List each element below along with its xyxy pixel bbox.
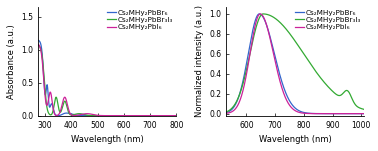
Cs₂MHy₂PbI₆ [174,115,179,117]
Line: Cs₂MHy₂PbBr₃I₃: Cs₂MHy₂PbBr₃I₃ [39,45,177,116]
Line: Cs₂MHy₂PbBr₃I₃: Cs₂MHy₂PbBr₃I₃ [226,14,367,112]
Cs₂MHy₂PbBr₆ [126,115,130,117]
Cs₂MHy₂PbBr₆ [365,113,369,115]
Cs₂MHy₂PbBr₆ [340,113,344,115]
Cs₂MHy₂PbI₆ [340,113,344,115]
Cs₂MHy₂PbBr₆ [174,115,179,117]
Cs₂MHy₂PbBr₆ [36,39,41,41]
X-axis label: Wavelength (nm): Wavelength (nm) [259,135,332,144]
Legend: Cs₂MHy₂PbBr₆, Cs₂MHy₂PbBr₃I₃, Cs₂MHy₂PbI₆: Cs₂MHy₂PbBr₆, Cs₂MHy₂PbBr₃I₃, Cs₂MHy₂PbI… [107,9,174,31]
Cs₂MHy₂PbBr₆ [278,75,282,77]
Cs₂MHy₂PbI₆ [89,113,93,115]
Cs₂MHy₂PbI₆ [308,113,313,114]
Cs₂MHy₂PbBr₆ [257,13,262,15]
Line: Cs₂MHy₂PbI₆: Cs₂MHy₂PbI₆ [226,14,367,114]
Cs₂MHy₂PbI₆ [329,113,333,115]
Cs₂MHy₂PbBr₃I₃ [249,44,254,46]
Cs₂MHy₂PbI₆ [316,113,320,115]
Cs₂MHy₂PbBr₃I₃ [224,111,229,113]
Cs₂MHy₂PbBr₃I₃ [261,13,265,15]
Line: Cs₂MHy₂PbBr₆: Cs₂MHy₂PbBr₆ [39,40,177,116]
Line: Cs₂MHy₂PbBr₆: Cs₂MHy₂PbBr₆ [226,14,367,114]
Cs₂MHy₂PbI₆ [150,115,154,117]
Cs₂MHy₂PbI₆ [36,44,41,45]
Cs₂MHy₂PbBr₃I₃ [329,89,333,91]
Cs₂MHy₂PbBr₃I₃ [139,115,144,117]
Cs₂MHy₂PbBr₃I₃ [308,63,313,65]
Cs₂MHy₂PbBr₃I₃ [36,44,41,46]
Cs₂MHy₂PbBr₆ [119,115,124,117]
Cs₂MHy₂PbBr₃I₃ [126,115,130,117]
Cs₂MHy₂PbBr₃I₃ [316,73,320,75]
Y-axis label: Absorbance (a.u.): Absorbance (a.u.) [7,24,16,99]
Cs₂MHy₂PbBr₆ [89,115,93,117]
Cs₂MHy₂PbBr₃I₃ [340,93,344,95]
Cs₂MHy₂PbBr₃I₃ [119,115,124,117]
Cs₂MHy₂PbBr₆ [308,112,313,114]
Cs₂MHy₂PbBr₃I₃ [150,115,154,117]
Cs₂MHy₂PbI₆ [278,81,282,82]
Cs₂MHy₂PbBr₆ [150,115,154,117]
Cs₂MHy₂PbBr₃I₃ [278,22,282,23]
Cs₂MHy₂PbBr₆ [329,113,333,115]
Line: Cs₂MHy₂PbI₆: Cs₂MHy₂PbI₆ [39,45,177,116]
Cs₂MHy₂PbBr₆ [316,113,320,114]
Cs₂MHy₂PbI₆ [249,42,254,44]
Cs₂MHy₂PbBr₃I₃ [365,109,369,111]
Cs₂MHy₂PbBr₆ [61,113,66,115]
Cs₂MHy₂PbI₆ [258,13,262,15]
Legend: Cs₂MHy₂PbBr₆, Cs₂MHy₂PbBr₃I₃, Cs₂MHy₂PbI₆: Cs₂MHy₂PbBr₆, Cs₂MHy₂PbBr₃I₃, Cs₂MHy₂PbI… [294,9,362,31]
Cs₂MHy₂PbBr₆ [139,115,144,117]
Cs₂MHy₂PbI₆ [126,115,130,117]
Y-axis label: Normalized intensity (a.u.): Normalized intensity (a.u.) [195,5,204,117]
Cs₂MHy₂PbBr₆ [249,34,254,36]
Cs₂MHy₂PbI₆ [365,113,369,115]
Cs₂MHy₂PbBr₃I₃ [61,102,66,104]
Cs₂MHy₂PbBr₃I₃ [89,115,93,116]
Cs₂MHy₂PbBr₆ [224,112,229,114]
Cs₂MHy₂PbI₆ [119,115,124,117]
X-axis label: Wavelength (nm): Wavelength (nm) [71,135,144,144]
Cs₂MHy₂PbI₆ [139,115,144,117]
Cs₂MHy₂PbI₆ [61,98,66,100]
Cs₂MHy₂PbI₆ [224,112,229,114]
Cs₂MHy₂PbBr₃I₃ [174,115,179,117]
